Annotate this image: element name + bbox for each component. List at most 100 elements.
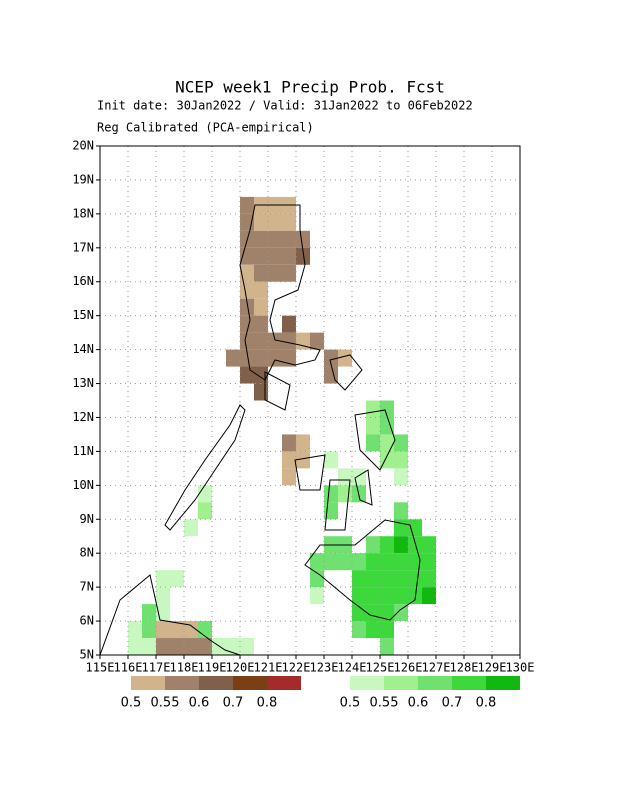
x-tick-label: 116E [114, 661, 143, 675]
legend-label: 0.55 [370, 696, 399, 711]
grid-cell [366, 536, 380, 554]
grid-cell [198, 621, 212, 639]
legend-label: 0.6 [189, 696, 210, 711]
x-tick-label: 118E [170, 661, 199, 675]
coastline [99, 574, 241, 656]
x-tick-label: 122E [282, 661, 311, 675]
grid-cell [296, 230, 310, 248]
grid-cell [366, 604, 380, 622]
x-tick-label: 126E [394, 661, 423, 675]
grid-cell [394, 553, 408, 571]
grid-cell [324, 553, 338, 571]
grid-cell [380, 604, 394, 622]
grid-cell [282, 213, 296, 231]
grid-cell [254, 349, 268, 367]
x-tick-label: 119E [198, 661, 227, 675]
grid-cell [240, 281, 254, 299]
grid-cell [142, 621, 156, 639]
grid-cell [268, 349, 282, 367]
legend-label: 0.6 [408, 696, 429, 711]
plot-frame [99, 145, 521, 656]
legend-swatch [267, 676, 301, 690]
y-tick-label: 11N [72, 444, 94, 458]
x-tick-label: 123E [310, 661, 339, 675]
grid-cell [394, 451, 408, 469]
grid-cell [380, 434, 394, 452]
grid-cell [338, 553, 352, 571]
y-tick-label: 16N [72, 274, 94, 288]
grid-cell [254, 366, 268, 384]
legend-swatch [199, 676, 233, 690]
grid-cell [366, 553, 380, 571]
grid-cell [254, 315, 268, 333]
coastline [294, 454, 326, 491]
legend-swatch [350, 676, 384, 690]
grid-cell [394, 502, 408, 520]
legend-label: 0.7 [442, 696, 463, 711]
legend-label: 0.5 [121, 696, 142, 711]
grid-cell [380, 621, 394, 639]
x-tick-label: 128E [450, 661, 479, 675]
grid-cell [352, 468, 366, 486]
legend-swatch [165, 676, 199, 690]
y-tick-label: 19N [72, 172, 94, 186]
grid-cell [156, 638, 170, 655]
grid-cell [422, 587, 436, 605]
grid-cell [296, 247, 310, 265]
title: NCEP week1 Precip Prob. Fcst [175, 78, 445, 97]
legend-swatch [233, 676, 267, 690]
legend: 0.5 0.55 0.6 0.7 0.8 0.5 0.55 0.6 0.7 0.8 [121, 676, 520, 711]
y-tick-label: 5N [80, 648, 94, 662]
grid-cell [310, 570, 324, 588]
grid-cell [240, 638, 254, 655]
grid-cell [184, 638, 198, 655]
grid-cell [254, 230, 268, 248]
grid-cell [128, 638, 142, 655]
legend-swatch [486, 676, 520, 690]
x-tick-label: 121E [254, 661, 283, 675]
grid-cell [324, 349, 338, 367]
grid-cell [184, 519, 198, 537]
grid-cell [408, 587, 422, 605]
grid-cell [240, 349, 254, 367]
grid-cell [268, 230, 282, 248]
grid-cell [240, 315, 254, 333]
y-tick-label: 10N [72, 478, 94, 492]
y-tick-label: 7N [80, 580, 94, 594]
grid-cell [380, 638, 394, 655]
y-tick-label: 9N [80, 512, 94, 526]
grid-cell [366, 587, 380, 605]
grid-cell [198, 502, 212, 520]
y-tick-label: 8N [80, 546, 94, 560]
grid-cell [240, 332, 254, 350]
grid-cell [282, 434, 296, 452]
x-tick-label: 129E [478, 661, 507, 675]
grid-cell [268, 213, 282, 231]
grid-cell [352, 604, 366, 622]
legend-label: 0.7 [223, 696, 244, 711]
grid-cell [282, 349, 296, 367]
grid-cell [240, 196, 254, 214]
grid-cell [170, 638, 184, 655]
grid-cell [338, 349, 352, 367]
coastline [164, 404, 246, 531]
grid-cell [310, 553, 324, 571]
x-tick-label: 115E [86, 661, 115, 675]
grid-cell [282, 315, 296, 333]
y-tick-label: 17N [72, 240, 94, 254]
y-tick-label: 20N [72, 139, 94, 153]
grid-cell [282, 264, 296, 282]
grid-cell [156, 621, 170, 639]
grid-cell [254, 264, 268, 282]
grid-cell [240, 298, 254, 316]
coastline [239, 204, 321, 381]
grid-cell [296, 434, 310, 452]
grid-cell [184, 621, 198, 639]
legend-swatch [452, 676, 486, 690]
x-tick-label: 130E [506, 661, 535, 675]
grid-cell [226, 638, 240, 655]
grid-cell [394, 587, 408, 605]
grid-cell [142, 604, 156, 622]
